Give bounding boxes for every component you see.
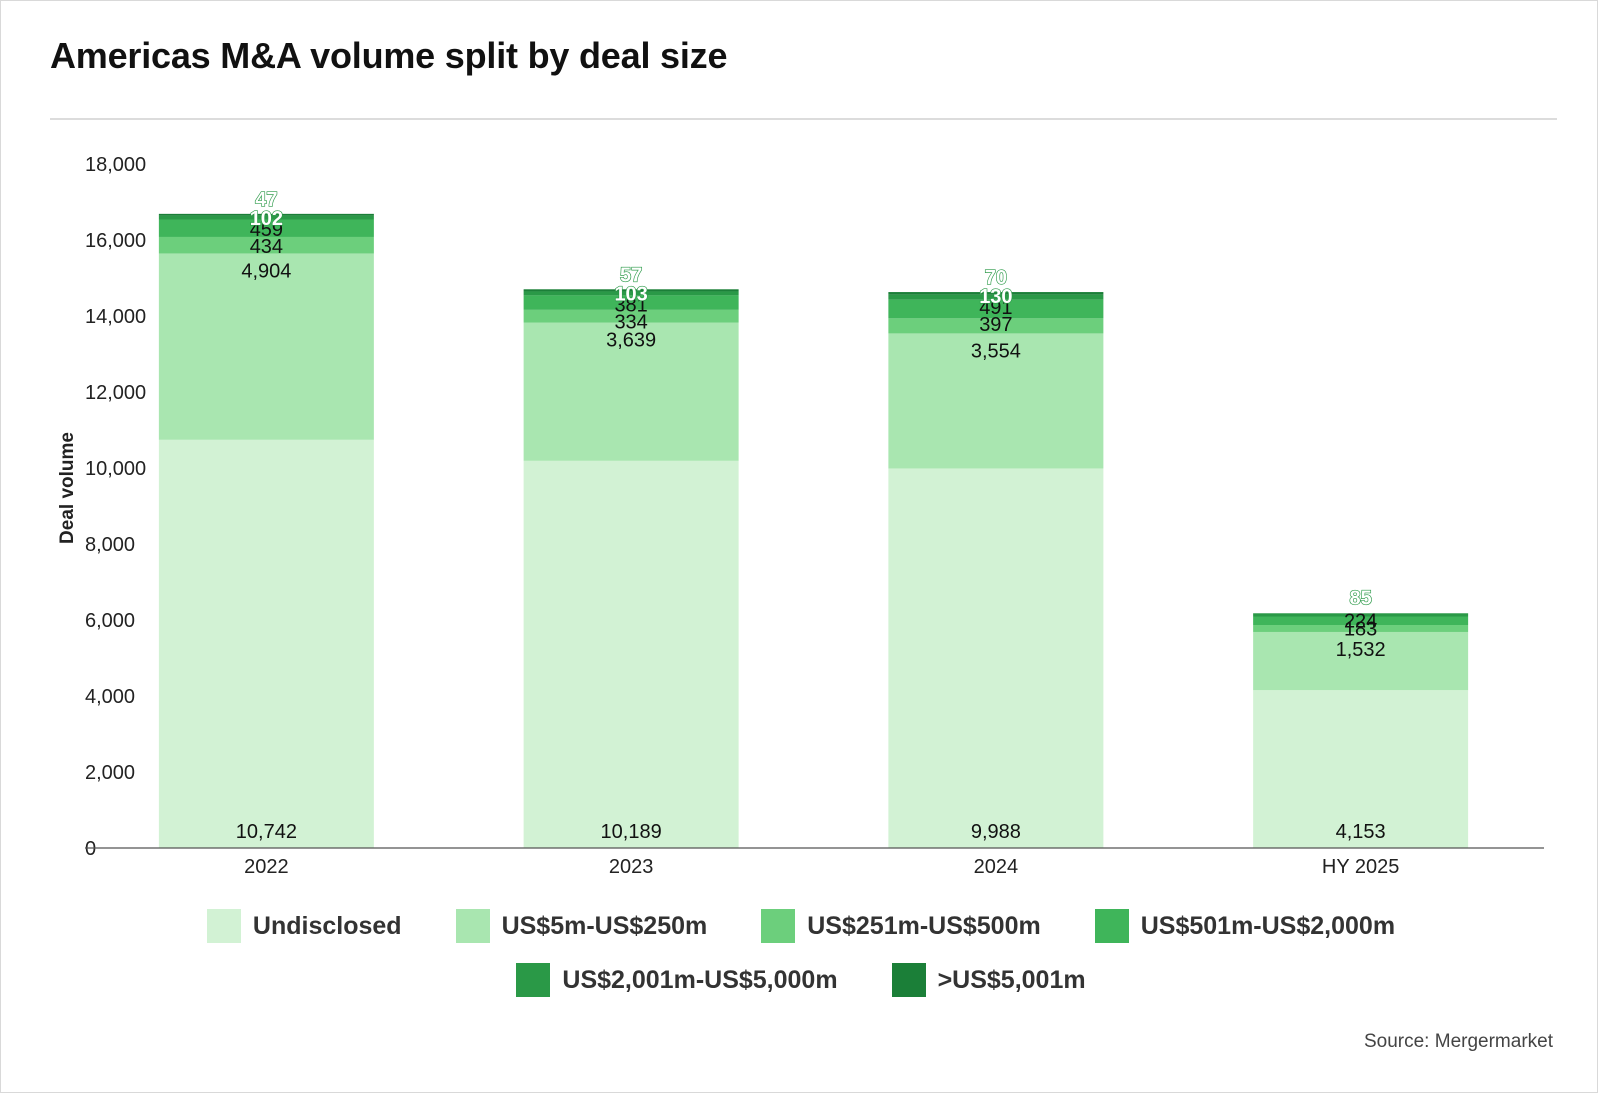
y-axis-label: Deal volume <box>57 432 78 544</box>
bar-segment <box>888 294 1104 300</box>
data-label: 57 <box>620 264 642 286</box>
data-label: 47 <box>255 189 277 211</box>
y-tick-label: 6,000 <box>85 610 135 632</box>
source-note: Source: Mergermarket <box>1363 1031 1553 1052</box>
data-label: 10,189 <box>601 821 662 843</box>
data-label: 102 <box>250 208 283 230</box>
bar-segment <box>888 333 1104 469</box>
data-label: 9,988 <box>971 821 1021 843</box>
data-labels: 10,7424,9044344591024710,1893,6393343811… <box>236 188 1386 843</box>
bar-segment <box>1253 616 1469 626</box>
chart-title: Americas M&A volume split by deal size <box>50 35 728 76</box>
legend-label: Undisclosed <box>252 911 402 940</box>
data-label: 3,554 <box>971 340 1021 362</box>
data-label: 85 <box>1350 587 1372 609</box>
data-label: 183 <box>1344 618 1377 640</box>
bar-segment <box>158 253 374 440</box>
y-tick-label: 14,000 <box>85 306 146 328</box>
bar-segment <box>1253 690 1469 848</box>
bar-segment <box>523 309 739 323</box>
stacked-bar-chart: 0 2,000 4,000 6,000 8,000 10,000 12,000 14,000 1… <box>57 154 1544 878</box>
bar-segment <box>1253 631 1469 691</box>
y-tick-label: 2,000 <box>85 762 135 784</box>
data-label: 10,742 <box>236 821 297 843</box>
legend-item: US$251m-US$500m <box>761 909 1041 943</box>
data-label: 4,904 <box>241 260 291 282</box>
y-tick-label: 0 <box>85 838 96 860</box>
y-tick-label: 18,000 <box>85 154 146 176</box>
legend-swatch <box>891 963 926 997</box>
x-tick-label: HY 2025 <box>1322 856 1399 878</box>
legend-item: US$5m-US$250m <box>455 909 708 943</box>
legend-swatch <box>516 963 551 997</box>
legend-label: US$251m-US$500m <box>807 911 1041 940</box>
data-label: 3,639 <box>606 330 656 352</box>
legend-label: US$5m-US$250m <box>501 911 708 940</box>
bar-segment <box>158 213 374 216</box>
data-label: 1,532 <box>1336 639 1386 661</box>
bar-segment <box>158 219 374 237</box>
x-tick-label: 2023 <box>609 856 654 878</box>
bar-segment <box>523 291 739 296</box>
y-tick-label: 16,000 <box>85 230 146 252</box>
bar-segment <box>1253 613 1469 617</box>
title-divider <box>50 118 1557 120</box>
legend-swatch <box>1094 909 1129 943</box>
legend-row: Undisclosed US$5m-US$250m US$251m-US$500m U… <box>1 906 1600 946</box>
legend-label: >US$5,001m <box>937 965 1086 994</box>
bars <box>158 213 1469 848</box>
bar-segment <box>158 439 374 848</box>
legend-item: US$501m-US$2,000m <box>1094 909 1396 943</box>
y-tick-label: 4,000 <box>85 686 135 708</box>
bar-segment <box>888 292 1104 295</box>
legend-item: Undisclosed <box>206 909 402 943</box>
bar-segment <box>1253 625 1469 632</box>
data-label: 103 <box>614 283 647 305</box>
legend-item: US$2,001m-US$5,000m <box>516 963 838 997</box>
bar-segment <box>158 236 374 254</box>
legend-swatch <box>761 909 796 943</box>
legend-label: US$501m-US$2,000m <box>1140 911 1396 940</box>
legend: Undisclosed US$5m-US$250m US$251m-US$500m U… <box>1 906 1600 1014</box>
legend-swatch <box>455 909 490 943</box>
data-label: 70 <box>985 267 1007 289</box>
bar-segment <box>523 322 739 461</box>
bar-segment <box>888 318 1104 334</box>
bar-segment <box>523 289 739 292</box>
bar-segment <box>158 215 374 220</box>
legend-label: US$2,001m-US$5,000m <box>562 965 838 994</box>
y-axis: 0 2,000 4,000 6,000 8,000 10,000 12,000 14,000 1… <box>85 154 146 860</box>
y-tick-label: 12,000 <box>85 382 146 404</box>
data-label: 224 <box>1344 610 1377 632</box>
x-tick-label: 2024 <box>974 856 1019 878</box>
bar-segment <box>888 468 1104 848</box>
y-tick-label: 10,000 <box>85 458 146 480</box>
legend-swatch <box>206 909 241 943</box>
data-label: 381 <box>614 294 647 316</box>
bar-segment <box>523 460 739 848</box>
data-label: 397 <box>979 314 1012 336</box>
data-label: 4,153 <box>1336 821 1386 843</box>
data-label: 130 <box>979 286 1012 308</box>
x-tick-label: 2022 <box>244 856 289 878</box>
bar-segment <box>888 299 1104 319</box>
data-label: 459 <box>250 219 283 241</box>
legend-row: US$2,001m-US$5,000m >US$5,001m <box>1 960 1600 1000</box>
bar-segment <box>523 295 739 310</box>
x-axis: 2022 2023 2024 HY 2025 <box>85 847 1544 878</box>
legend-item: >US$5,001m <box>891 963 1086 997</box>
data-label: 434 <box>250 236 283 258</box>
data-label: 334 <box>614 311 647 333</box>
y-tick-label: 8,000 <box>85 534 135 556</box>
data-label: 491 <box>979 297 1012 319</box>
